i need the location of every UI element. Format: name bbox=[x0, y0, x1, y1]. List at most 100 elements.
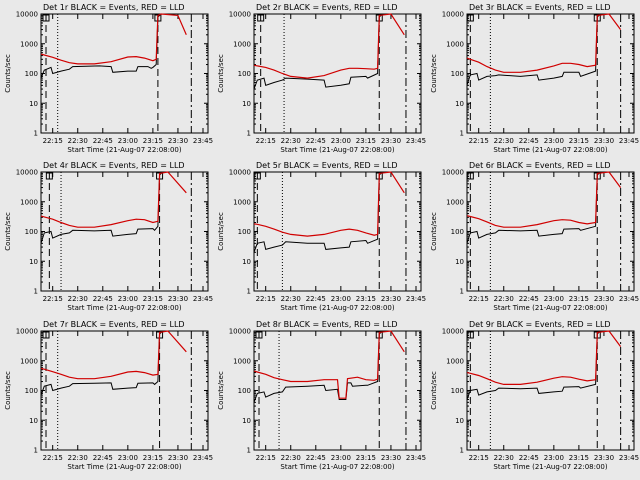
x-tick-label: 23:30 bbox=[168, 137, 188, 145]
plot-frame bbox=[40, 13, 209, 134]
x-tick-label: 23:15 bbox=[356, 454, 376, 462]
y-tick-label: 1000 bbox=[233, 357, 251, 365]
x-tick-label: 23:00 bbox=[118, 454, 138, 462]
x-tick-label: 23:30 bbox=[594, 137, 614, 145]
y-axis-label: Counts/sec bbox=[217, 212, 225, 251]
y-tick-label: 100 bbox=[451, 387, 464, 395]
x-tick-label: 22:45 bbox=[519, 454, 539, 462]
x-tick-label: 23:30 bbox=[168, 295, 188, 303]
x-tick-label: 23:15 bbox=[143, 454, 163, 462]
x-tick-label: 22:15 bbox=[469, 454, 489, 462]
x-axis-label: Start Time (21-Aug-07 22:08:00) bbox=[67, 304, 181, 312]
panel-5: Det 5r BLACK = Events, RED = LLD Counts/s… bbox=[217, 161, 426, 312]
y-tick-label: 10000 bbox=[16, 328, 38, 336]
x-tick-label: 22:15 bbox=[256, 295, 276, 303]
y-tick-label: 1000 bbox=[446, 198, 464, 206]
panel-7: Det 7r BLACK = Events, RED = LLD Counts/s… bbox=[4, 320, 213, 471]
x-tick-label: 22:30 bbox=[281, 454, 301, 462]
panel-1: Det 1r BLACK = Events, RED = LLD Counts/s… bbox=[4, 3, 213, 154]
lld-series-line bbox=[466, 13, 622, 73]
saa-box-marker bbox=[42, 331, 50, 339]
y-tick-label: 1000 bbox=[233, 198, 251, 206]
x-tick-label: 23:30 bbox=[594, 454, 614, 462]
events-series-line bbox=[466, 13, 601, 86]
x-tick-label: 23:45 bbox=[193, 137, 213, 145]
x-axis-label: Start Time (21-Aug-07 22:08:00) bbox=[67, 463, 181, 471]
y-tick-label: 10000 bbox=[16, 169, 38, 177]
events-series-line bbox=[466, 330, 601, 400]
lld-series-line bbox=[466, 330, 622, 385]
x-tick-label: 22:30 bbox=[68, 137, 88, 145]
events-series-line bbox=[253, 13, 383, 90]
x-tick-label: 23:15 bbox=[143, 295, 163, 303]
y-tick-label: 10000 bbox=[16, 11, 38, 19]
x-tick-label: 22:30 bbox=[68, 295, 88, 303]
y-tick-label: 10000 bbox=[229, 11, 251, 19]
y-tick-label: 1 bbox=[34, 130, 38, 138]
x-tick-label: 23:15 bbox=[569, 137, 589, 145]
saa-box-marker bbox=[466, 172, 474, 180]
plot-frame bbox=[40, 171, 209, 292]
x-tick-label: 22:45 bbox=[93, 454, 113, 462]
saa-box-marker bbox=[466, 14, 474, 22]
y-tick-label: 1000 bbox=[233, 40, 251, 48]
x-tick-label: 22:15 bbox=[43, 295, 63, 303]
y-tick-label: 10 bbox=[455, 417, 464, 425]
y-axis-label: Counts/sec bbox=[4, 371, 12, 410]
panel-title: Det 9r BLACK = Events, RED = LLD bbox=[469, 320, 611, 329]
y-tick-label: 10 bbox=[455, 100, 464, 108]
x-tick-label: 23:30 bbox=[381, 295, 401, 303]
y-tick-label: 1000 bbox=[446, 357, 464, 365]
x-tick-label: 23:15 bbox=[143, 137, 163, 145]
y-tick-label: 100 bbox=[25, 70, 38, 78]
x-tick-label: 22:30 bbox=[281, 137, 301, 145]
y-tick-label: 10000 bbox=[442, 169, 464, 177]
y-tick-label: 1 bbox=[247, 130, 251, 138]
panel-6: Det 6r BLACK = Events, RED = LLD Counts/s… bbox=[430, 161, 639, 312]
x-tick-label: 22:45 bbox=[519, 295, 539, 303]
x-tick-label: 23:00 bbox=[544, 454, 564, 462]
saa-box-marker bbox=[257, 14, 265, 22]
x-tick-label: 23:45 bbox=[619, 454, 639, 462]
panel-title: Det 8r BLACK = Events, RED = LLD bbox=[256, 320, 398, 329]
x-tick-label: 22:45 bbox=[519, 137, 539, 145]
x-tick-label: 23:00 bbox=[544, 295, 564, 303]
y-tick-label: 10000 bbox=[229, 169, 251, 177]
panel-title: Det 3r BLACK = Events, RED = LLD bbox=[469, 3, 611, 12]
y-tick-label: 10 bbox=[29, 100, 38, 108]
y-tick-label: 100 bbox=[238, 70, 251, 78]
x-tick-label: 23:00 bbox=[118, 137, 138, 145]
y-tick-label: 10 bbox=[29, 258, 38, 266]
plot-frame bbox=[466, 330, 635, 451]
y-tick-label: 100 bbox=[25, 228, 38, 236]
panel-3: Det 3r BLACK = Events, RED = LLD Counts/s… bbox=[430, 3, 639, 154]
x-axis-label: Start Time (21-Aug-07 22:08:00) bbox=[280, 146, 394, 154]
plot-frame bbox=[466, 13, 635, 134]
y-tick-label: 10 bbox=[455, 258, 464, 266]
y-tick-label: 100 bbox=[238, 228, 251, 236]
y-tick-label: 100 bbox=[25, 387, 38, 395]
x-axis-label: Start Time (21-Aug-07 22:08:00) bbox=[493, 304, 607, 312]
x-tick-label: 22:15 bbox=[469, 295, 489, 303]
x-tick-label: 22:15 bbox=[469, 137, 489, 145]
x-tick-label: 23:15 bbox=[569, 295, 589, 303]
y-tick-label: 100 bbox=[451, 228, 464, 236]
saa-box-marker bbox=[253, 172, 261, 180]
x-tick-label: 23:45 bbox=[406, 454, 426, 462]
x-tick-label: 23:45 bbox=[406, 137, 426, 145]
x-tick-label: 22:45 bbox=[93, 137, 113, 145]
x-tick-label: 23:45 bbox=[193, 454, 213, 462]
lld-series-line bbox=[253, 330, 405, 399]
y-axis-label: Counts/sec bbox=[430, 212, 438, 251]
y-axis-label: Counts/sec bbox=[217, 371, 225, 410]
panel-title: Det 5r BLACK = Events, RED = LLD bbox=[256, 161, 398, 170]
y-tick-label: 10 bbox=[242, 100, 251, 108]
y-tick-label: 10000 bbox=[442, 328, 464, 336]
x-tick-label: 23:15 bbox=[569, 454, 589, 462]
x-tick-label: 23:00 bbox=[331, 137, 351, 145]
panel-8: Det 8r BLACK = Events, RED = LLD Counts/s… bbox=[217, 320, 426, 471]
saa-box-marker bbox=[42, 14, 50, 22]
y-axis-label: Counts/sec bbox=[430, 371, 438, 410]
x-tick-label: 23:45 bbox=[406, 295, 426, 303]
